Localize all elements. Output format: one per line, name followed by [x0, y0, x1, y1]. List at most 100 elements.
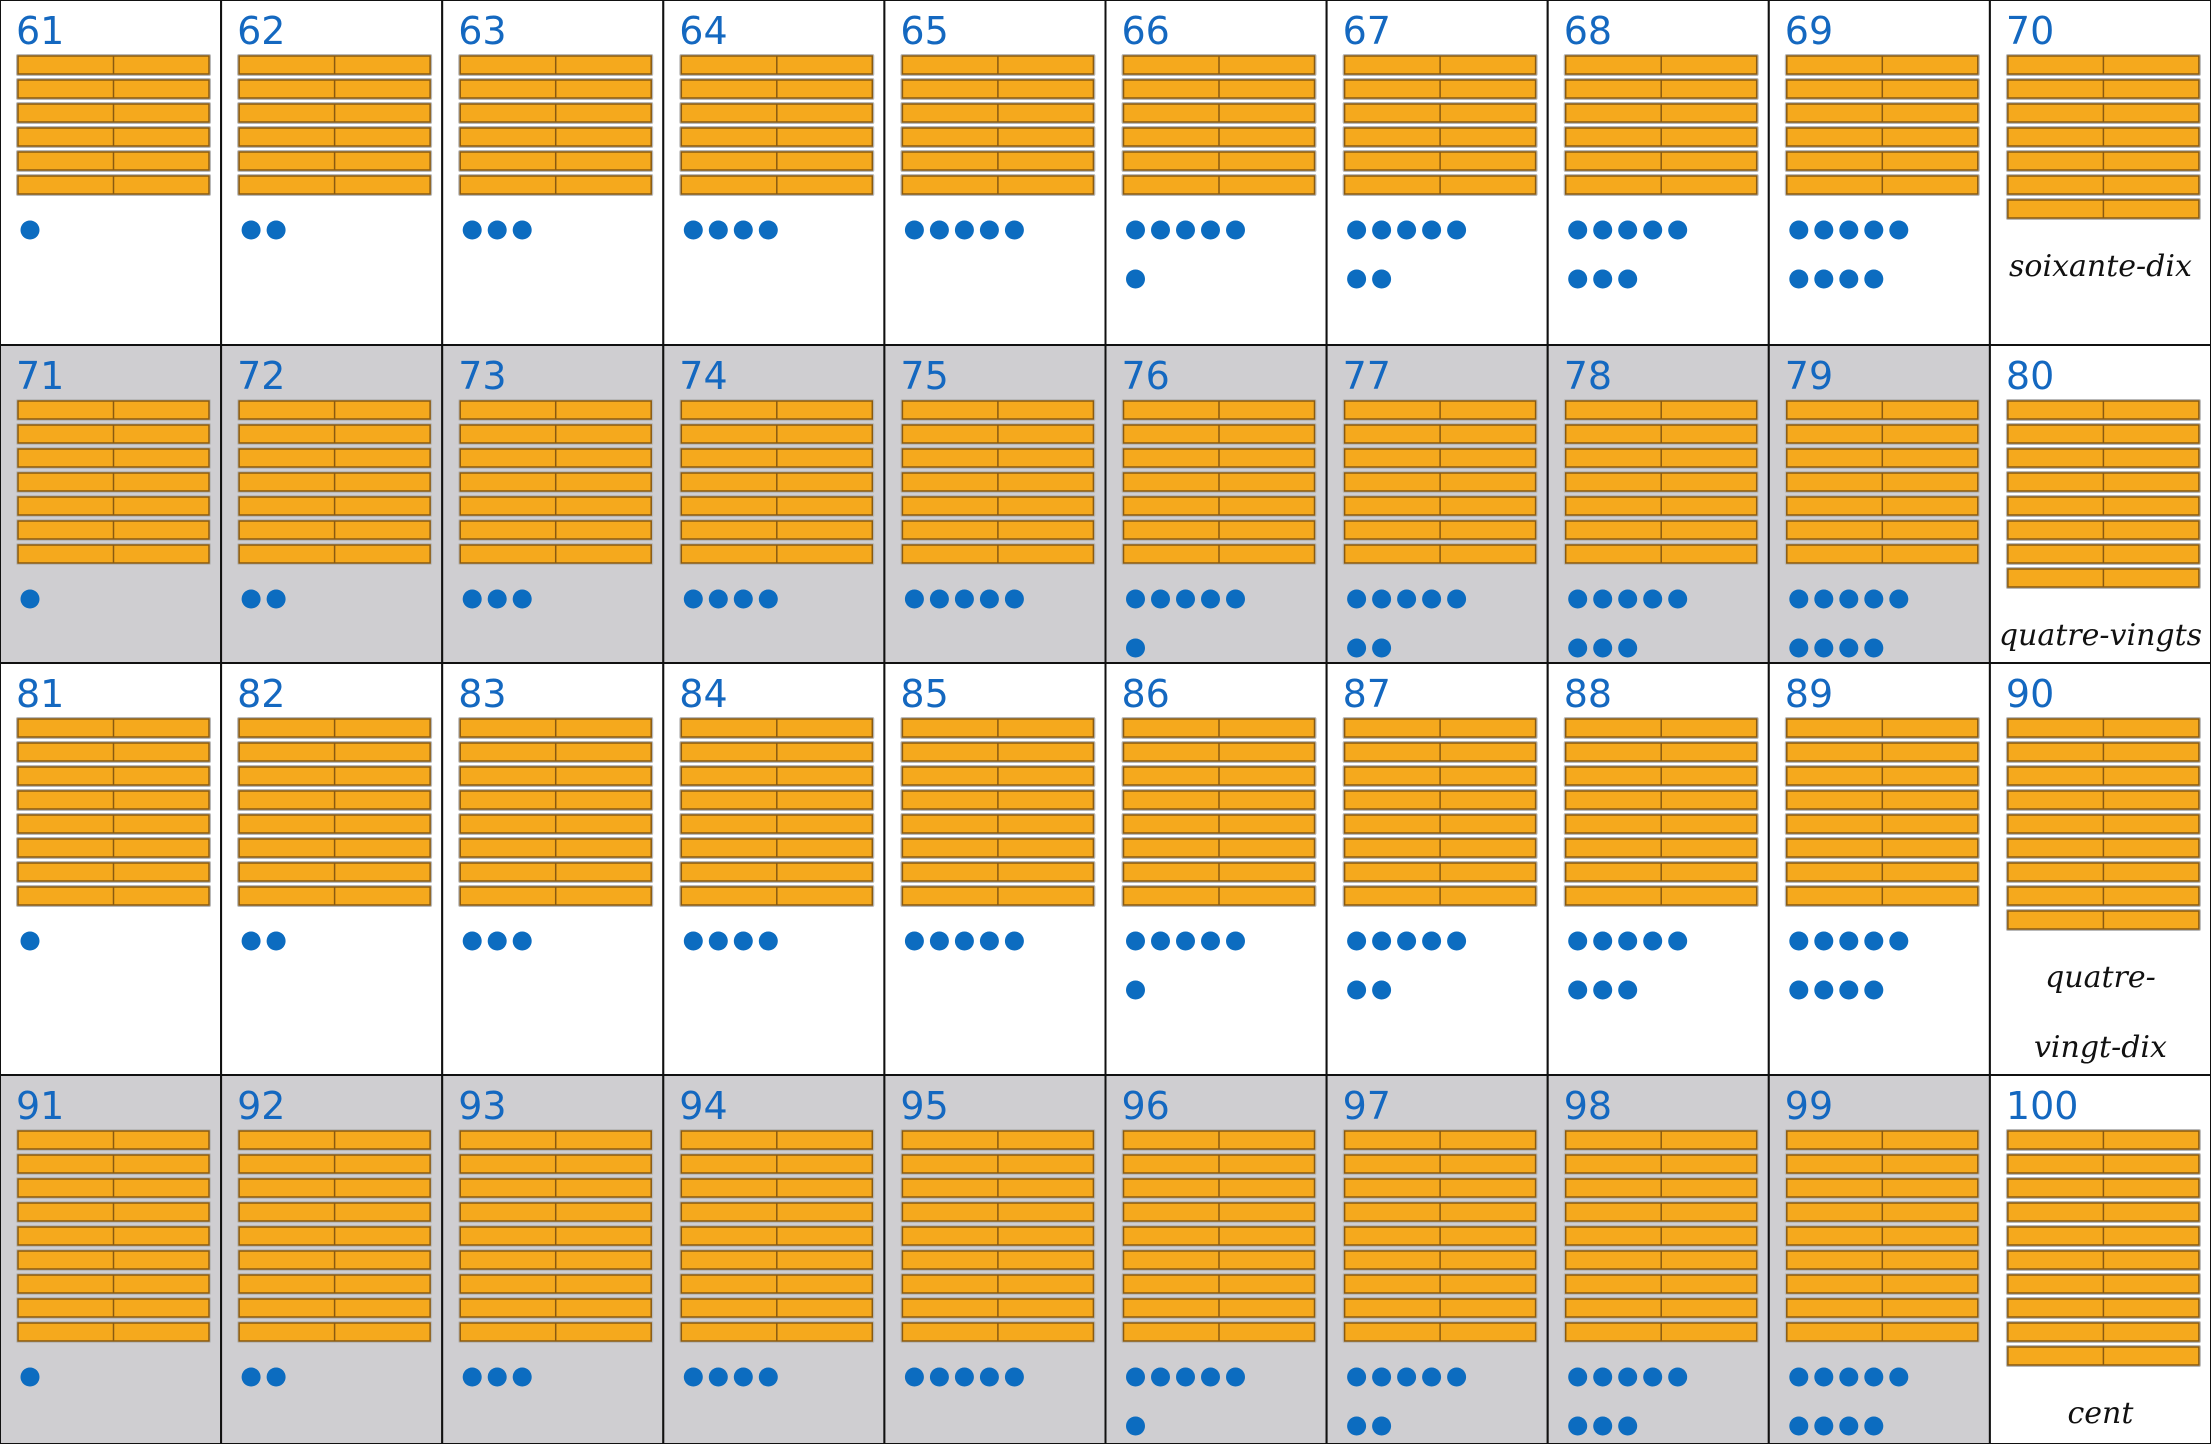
ten-bar: [458, 399, 654, 421]
ten-bar: [2005, 1345, 2201, 1367]
unit-dot: [1126, 980, 1145, 1000]
unit-dot: [954, 1367, 974, 1387]
ten-bar: [1342, 126, 1538, 148]
ten-bar: [1563, 399, 1759, 421]
number-card: 85: [883, 662, 1107, 1076]
ten-bar: [1121, 1129, 1317, 1151]
number-card: 90 quatre-vingt-dix: [1988, 662, 2211, 1076]
ten-bar: [1342, 519, 1538, 541]
unit-dot: [20, 220, 40, 240]
unit-dot: [1176, 589, 1195, 609]
ten-bar: [458, 1249, 654, 1271]
unit-dot: [1004, 1367, 1024, 1387]
ten-bar: [458, 1153, 654, 1175]
ten-bar: [900, 150, 1096, 172]
ten-bar: [900, 1273, 1096, 1295]
ten-bar: [1342, 1297, 1538, 1319]
ten-bar: [1784, 741, 1980, 763]
unit-dot: [512, 220, 532, 240]
number-card: 94: [662, 1074, 886, 1444]
ten-bar: [679, 174, 875, 196]
ten-bar: [458, 1201, 654, 1223]
ten-bar: [900, 519, 1096, 541]
ten-bar: [1121, 174, 1317, 196]
card-number: 65: [900, 9, 948, 53]
ten-bar: [900, 861, 1096, 883]
number-card: 81: [0, 662, 223, 1076]
unit-dot: [979, 589, 999, 609]
ten-bar: [2005, 741, 2201, 763]
ten-bar: [2005, 765, 2201, 787]
ten-bar: [237, 543, 433, 565]
ten-bar: [2005, 102, 2201, 124]
unit-dot: [1004, 589, 1024, 609]
number-word: soixante-dix: [2009, 249, 2192, 284]
ten-bar: [458, 78, 654, 100]
ten-bar: [1784, 717, 1980, 739]
ten-bar: [1121, 399, 1317, 421]
ten-bar: [237, 1249, 433, 1271]
unit-dot: [1447, 220, 1467, 240]
ten-bar: [900, 765, 1096, 787]
ten-bar: [900, 78, 1096, 100]
unit-dot: [683, 220, 703, 240]
unit-dot: [20, 1367, 40, 1387]
unit-dot: [266, 931, 286, 951]
unit-dot: [1839, 638, 1859, 658]
ten-bar: [679, 399, 875, 421]
unit-dot: [241, 589, 261, 609]
ten-bar: [1342, 837, 1538, 859]
ten-bar: [1121, 471, 1317, 493]
ten-bar: [16, 1225, 211, 1247]
ten-bar: [1784, 1321, 1980, 1343]
ten-bar: [1342, 1321, 1538, 1343]
ten-bar: [900, 54, 1096, 76]
ten-bar: [679, 126, 875, 148]
ten-bar: [679, 741, 875, 763]
ten-bar: [16, 78, 211, 100]
number-card: 89: [1767, 662, 1991, 1076]
number-card: 65: [883, 0, 1107, 346]
ten-bar: [237, 54, 433, 76]
ten-bar: [679, 1273, 875, 1295]
ten-bar: [237, 102, 433, 124]
ten-bar: [1342, 1129, 1538, 1151]
ten-bar: [900, 1321, 1096, 1343]
ten-bar: [16, 423, 211, 445]
unit-dot: [1422, 589, 1442, 609]
number-card: 100 cent: [1988, 1074, 2211, 1444]
ten-bar: [237, 447, 433, 469]
card-number: 71: [16, 354, 64, 398]
ten-bar: [16, 1153, 211, 1175]
unit-dot: [708, 1367, 728, 1387]
unit-dot: [904, 931, 924, 951]
ten-bar: [900, 1225, 1096, 1247]
ten-bar: [237, 1297, 433, 1319]
ten-bar: [679, 78, 875, 100]
unit-dot: [1889, 1367, 1909, 1387]
ten-bar: [237, 885, 433, 907]
ten-bar: [16, 1177, 211, 1199]
ten-bar: [2005, 471, 2201, 493]
unit-dot: [1151, 220, 1170, 240]
ten-bar: [458, 861, 654, 883]
unit-dot: [1372, 269, 1392, 289]
unit-dot: [733, 931, 753, 951]
unit-dot: [1372, 1367, 1392, 1387]
number-card: 92: [220, 1074, 444, 1444]
card-number: 68: [1564, 9, 1612, 53]
unit-dot: [1201, 220, 1220, 240]
ten-bar: [1121, 1297, 1317, 1319]
ten-bar: [458, 765, 654, 787]
number-word: quatre-: [2045, 960, 2156, 995]
card-number: 70: [2006, 9, 2054, 53]
unit-dot: [1176, 220, 1195, 240]
unit-dot: [758, 1367, 778, 1387]
ten-bar: [2005, 198, 2201, 220]
unit-dot: [929, 589, 949, 609]
number-card: 74: [662, 344, 886, 664]
ten-bar: [1121, 78, 1317, 100]
ten-bar: [1121, 447, 1317, 469]
unit-dot: [1618, 1416, 1638, 1436]
card-number: 92: [237, 1084, 285, 1128]
